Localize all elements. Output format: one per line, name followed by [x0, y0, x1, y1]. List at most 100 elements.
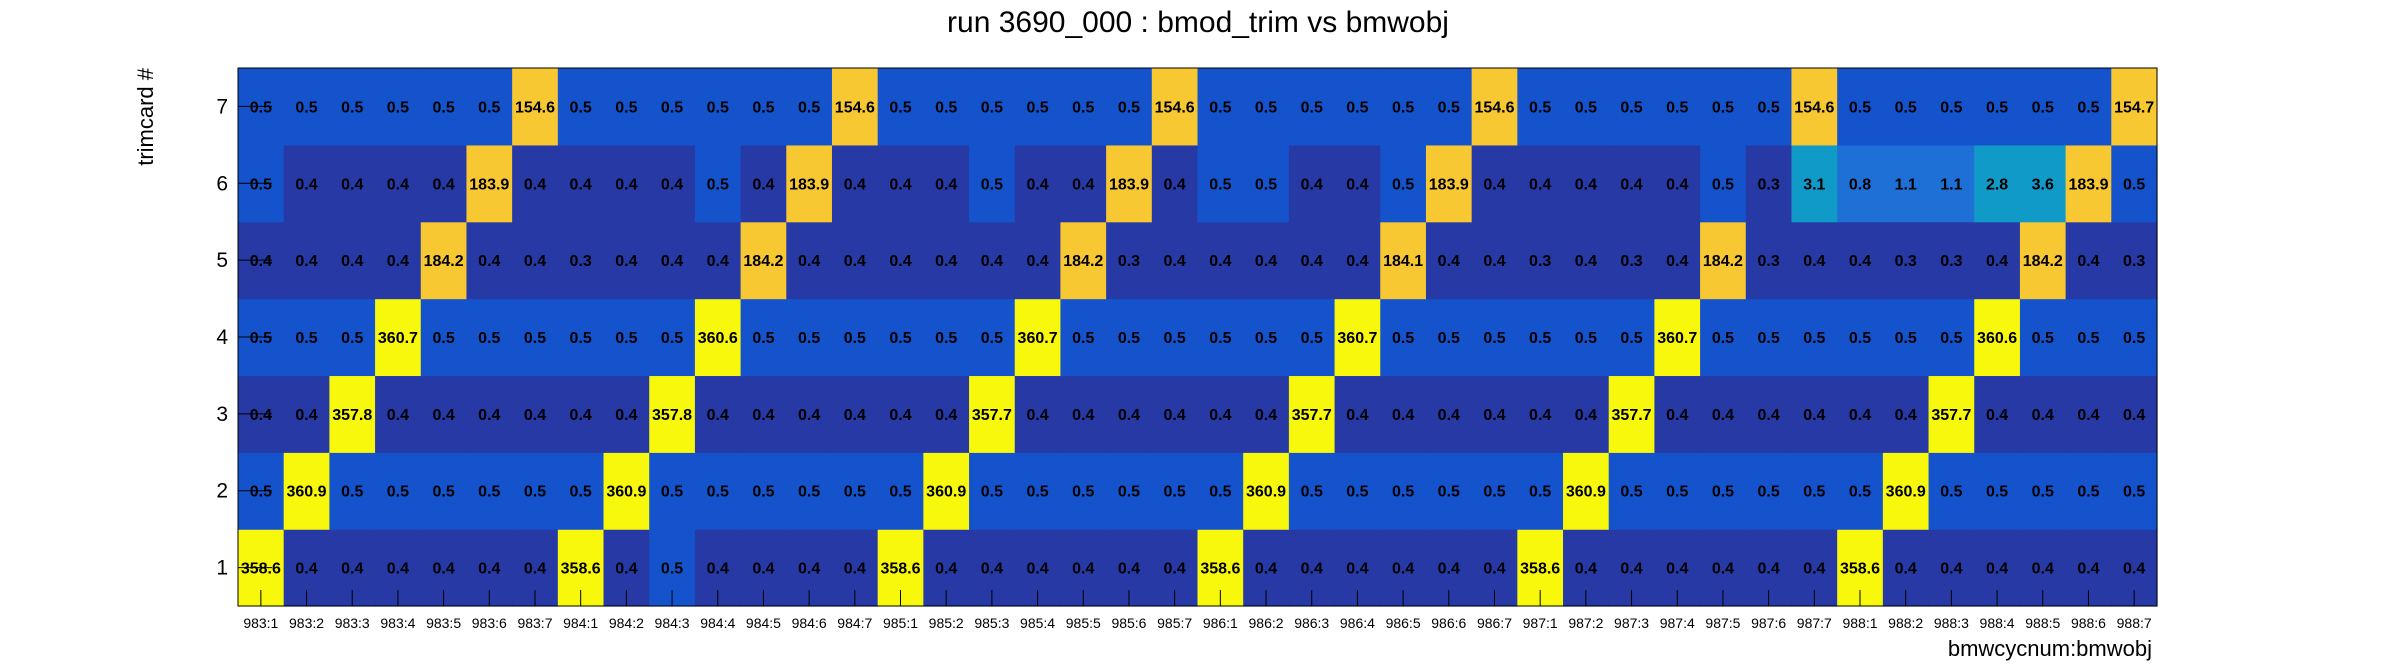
heatmap-cell	[2019, 68, 2067, 146]
heatmap-cell	[1791, 375, 1838, 453]
cell-value-label: 360.7	[1018, 330, 1058, 347]
heatmap-cell	[557, 68, 605, 146]
cell-value-label: 0.4	[1803, 561, 1825, 578]
cell-value-label: 0.5	[1986, 99, 2008, 116]
cell-value-label: 0.5	[1209, 484, 1231, 501]
heatmap-cell	[1608, 452, 1656, 530]
heatmap-cell	[1745, 452, 1793, 530]
cell-value-label: 0.4	[432, 561, 454, 578]
cell-value-label: 0.4	[1940, 561, 1962, 578]
heatmap-cell	[2019, 298, 2067, 377]
heatmap-cell	[1471, 221, 1518, 300]
heatmap-cell	[603, 452, 650, 530]
heatmap-cell	[329, 375, 376, 453]
heatmap-cell	[603, 298, 650, 377]
heatmap-cell	[283, 221, 330, 300]
cell-value-label: 0.5	[2032, 99, 2054, 116]
cell-value-label: 0.4	[387, 253, 409, 270]
cell-value-label: 0.4	[524, 561, 546, 578]
cell-value-label: 0.4	[1164, 407, 1186, 424]
heatmap-cell	[694, 375, 742, 453]
cell-value-label: 0.5	[707, 176, 729, 193]
cell-value-label: 0.5	[1164, 484, 1186, 501]
heatmap-cell	[1106, 144, 1153, 223]
cell-value-label: 360.9	[1886, 484, 1926, 501]
heatmap-cell	[1288, 221, 1336, 300]
cell-value-label: 0.5	[1849, 99, 1871, 116]
heatmap-cell	[1014, 221, 1062, 300]
cell-value-label: 360.9	[287, 484, 327, 501]
heatmap-cell	[375, 68, 422, 146]
cell-value-label: 0.4	[295, 561, 317, 578]
cell-value-label: 360.9	[1566, 484, 1606, 501]
y-axis-label: trimcard #	[133, 67, 158, 166]
cell-value-label: 0.4	[1483, 407, 1505, 424]
cell-value-label: 0.4	[707, 561, 729, 578]
heatmap-cell	[1334, 452, 1381, 530]
heatmap-cell	[375, 375, 422, 453]
heatmap-cell	[740, 452, 787, 530]
cell-value-label: 0.4	[752, 561, 774, 578]
cell-value-label: 0.5	[524, 330, 546, 347]
cell-value-label: 360.9	[926, 484, 966, 501]
heatmap-cell	[466, 452, 513, 530]
heatmap-cell	[512, 375, 559, 453]
cell-value-label: 0.4	[1392, 561, 1414, 578]
heatmap-cell	[923, 298, 970, 377]
heatmap-cell	[1700, 68, 1747, 146]
cell-value-label: 0.4	[432, 176, 454, 193]
heatmap-cell	[786, 452, 833, 530]
cell-value-label: 0.4	[707, 407, 729, 424]
cell-value-label: 0.4	[1438, 407, 1460, 424]
heatmap-cell	[329, 68, 376, 146]
cell-value-label: 0.4	[1712, 561, 1734, 578]
cell-value-label: 0.4	[1164, 176, 1186, 193]
heatmap-cell	[1928, 298, 1975, 377]
cell-value-label: 0.4	[1301, 253, 1323, 270]
heatmap-cell	[1974, 452, 2021, 530]
cell-value-label: 0.4	[615, 176, 637, 193]
cell-value-label: 0.5	[889, 484, 911, 501]
cell-value-label: 0.4	[2077, 561, 2099, 578]
heatmap-cell	[1288, 68, 1336, 146]
heatmap-cell	[1014, 144, 1062, 223]
cell-value-label: 0.5	[1392, 176, 1414, 193]
chart-title: run 3690_000 : bmod_trim vs bmwobj	[947, 6, 1449, 39]
heatmap-cell	[466, 375, 513, 453]
cell-value-label: 0.5	[1438, 99, 1460, 116]
heatmap-cell	[923, 221, 970, 300]
cell-value-label: 0.5	[295, 330, 317, 347]
heatmap-cell	[1837, 221, 1884, 300]
heatmap-cell	[969, 298, 1016, 377]
cell-value-label: 0.5	[1575, 330, 1597, 347]
cell-value-label: 0.4	[981, 561, 1003, 578]
heatmap-cell	[512, 452, 559, 530]
cell-value-label: 0.5	[1986, 484, 2008, 501]
cell-value-label: 0.4	[524, 253, 546, 270]
cell-value-label: 0.5	[1849, 484, 1871, 501]
x-tick-label: 983:6	[472, 615, 507, 631]
cell-value-label: 0.5	[250, 176, 272, 193]
heatmap-cell	[466, 68, 513, 146]
heatmap-cell	[1837, 452, 1884, 530]
heatmap-cell	[1471, 452, 1518, 530]
cell-value-label: 360.9	[606, 484, 646, 501]
cell-value-label: 0.5	[387, 484, 409, 501]
x-tick-label: 988:1	[1842, 615, 1877, 631]
heatmap-cell	[1928, 144, 1975, 223]
cell-value-label: 0.4	[1072, 561, 1094, 578]
cell-value-label: 0.4	[1758, 407, 1780, 424]
x-tick-label: 985:3	[974, 615, 1009, 631]
heatmap-cell	[1791, 298, 1838, 377]
heatmap-cell	[1745, 221, 1793, 300]
x-tick-label: 985:6	[1111, 615, 1146, 631]
cell-value-label: 0.5	[1438, 330, 1460, 347]
heatmap-cell	[1151, 221, 1199, 300]
cell-value-label: 0.4	[935, 253, 957, 270]
cell-value-label: 0.5	[1895, 99, 1917, 116]
y-tick-label: 1	[216, 557, 228, 580]
cell-value-label: 360.7	[1657, 330, 1697, 347]
cell-value-label: 0.5	[1666, 484, 1688, 501]
heatmap-cell	[329, 452, 376, 530]
cell-value-label: 0.5	[1529, 330, 1551, 347]
